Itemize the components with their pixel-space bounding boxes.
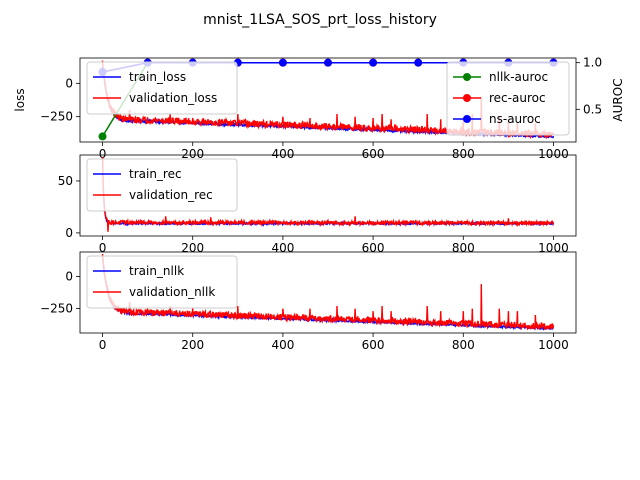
legend-label-nllk-auroc: nllk-auroc <box>489 70 548 84</box>
x-tick-label: 0 <box>99 241 107 255</box>
auroc-point-ns-auroc <box>324 58 332 67</box>
axes-frame <box>79 251 577 334</box>
legend-bottom: train_nllk validation_nllk <box>86 255 238 309</box>
panel-top: 0 200 400 600 800 1000 0 −250 loss 0.5 1.0 AUROC tra… <box>13 56 625 161</box>
legend-marker-ns-auroc <box>463 115 471 123</box>
panel-middle: 0 200 400 600 800 1000 0 50 train_rec validation_… <box>58 154 577 255</box>
y2-axis-label: AUROC <box>611 78 625 121</box>
auroc-point-nllk-auroc <box>98 132 107 141</box>
x-tick-label: 600 <box>362 147 385 161</box>
y-tick-label: 0 <box>65 269 73 283</box>
axes-frame <box>79 154 577 237</box>
legend-label-validation_nllk: validation_nllk <box>129 285 215 299</box>
auroc-point-ns-auroc <box>278 58 287 67</box>
y-axis-label: loss <box>13 88 27 111</box>
y2-tick-label: 1.0 <box>583 56 602 70</box>
legend-top: train_loss validation_loss <box>86 61 238 115</box>
auroc-point-ns-auroc <box>369 58 378 67</box>
x-tick-label: 1000 <box>538 147 569 161</box>
legend-marker-rec-auroc <box>463 94 471 102</box>
legend-label-train_loss: train_loss <box>129 70 186 84</box>
legend-marker-nllk-auroc <box>463 73 471 81</box>
axes-frame <box>79 57 577 143</box>
y-tick-label: 0 <box>65 226 73 240</box>
series-line-validation_rec <box>101 157 555 232</box>
x-tick-label: 200 <box>181 147 204 161</box>
y-tick-label: −250 <box>40 110 73 124</box>
legend-label-validation_rec: validation_rec <box>129 188 213 202</box>
plot-area <box>101 157 555 232</box>
legend-label-validation_loss: validation_loss <box>129 91 217 105</box>
x-tick-label: 800 <box>452 338 475 352</box>
plot-area <box>101 253 555 331</box>
legend-frame <box>86 61 238 115</box>
x-tick-label: 1000 <box>538 241 569 255</box>
figure-title: mnist_1LSA_SOS_prt_loss_history <box>203 12 437 28</box>
y-tick-label: 50 <box>58 174 73 188</box>
y-tick-label: 0 <box>65 76 73 90</box>
series-line-validation_nllk <box>101 253 555 331</box>
x-tick-label: 400 <box>271 338 294 352</box>
x-tick-label: 0 <box>99 338 107 352</box>
legend-middle: train_rec validation_rec <box>86 158 238 212</box>
legend-label-rec-auroc: rec-auroc <box>489 91 546 105</box>
x-tick-label: 400 <box>271 241 294 255</box>
panels: 0 200 400 600 800 1000 0 −250 loss 0.5 1.0 AUROC tra… <box>13 56 625 352</box>
x-tick-label: 1000 <box>538 338 569 352</box>
legend-label-train_rec: train_rec <box>129 167 182 181</box>
legend-label-ns-auroc: ns-auroc <box>489 112 541 126</box>
legend-auroc: nllk-auroc rec-auroc ns-auroc <box>446 61 570 136</box>
x-tick-label: 600 <box>362 338 385 352</box>
panel-bottom: 0 200 400 600 800 1000 0 −250 train_nllk validati… <box>40 251 577 352</box>
legend-label-train_nllk: train_nllk <box>129 264 184 278</box>
y-tick-label: −250 <box>40 302 73 316</box>
x-tick-label: 400 <box>271 147 294 161</box>
legend-frame <box>86 255 238 309</box>
legend-frame <box>446 61 570 136</box>
y2-tick-label: 0.5 <box>583 102 602 116</box>
auroc-point-ns-auroc <box>414 58 423 67</box>
x-tick-label: 0 <box>99 147 107 161</box>
legend-frame <box>86 158 238 212</box>
x-tick-label: 800 <box>452 241 475 255</box>
x-tick-label: 200 <box>181 241 204 255</box>
x-tick-label: 600 <box>362 241 385 255</box>
x-tick-label: 800 <box>452 147 475 161</box>
x-tick-label: 200 <box>181 338 204 352</box>
